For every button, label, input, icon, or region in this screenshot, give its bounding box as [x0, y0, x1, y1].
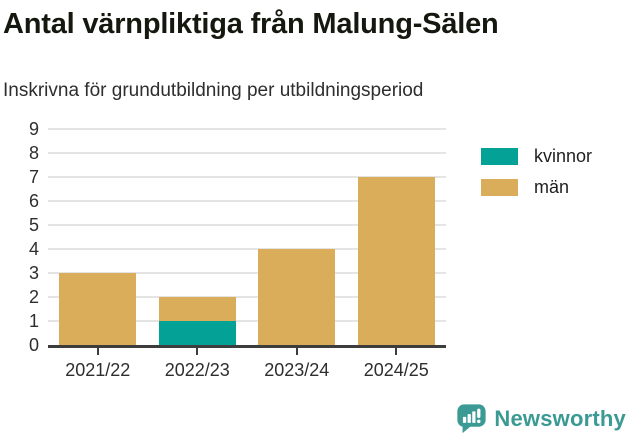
yaxis-tick-label: 6 [28, 191, 39, 212]
gridline-y9 [48, 128, 446, 130]
legend-item-kvinnor: kvinnor [481, 147, 592, 165]
bar-kvinnor [158, 321, 236, 345]
yaxis-tick-label: 3 [28, 263, 39, 284]
newsworthy-logo-icon [457, 404, 487, 434]
yaxis-tick-label: 2 [28, 287, 39, 307]
gridline-y6 [48, 200, 446, 203]
yaxis-tick-label: 7 [28, 167, 39, 187]
bar-män [357, 177, 435, 345]
yaxis-tick-label: 5 [28, 215, 39, 235]
gridline-y8 [48, 152, 446, 155]
brand-name: Newsworthy [494, 405, 626, 431]
bar-group-2024-25: 2024/25 [347, 129, 447, 380]
yaxis-tick-label: 0 [28, 335, 39, 355]
gridline-y5 [48, 224, 446, 226]
xaxis-tick [395, 348, 398, 355]
xaxis-tick [96, 348, 99, 355]
xaxis-tick-label: 2022/23 [164, 360, 230, 380]
xaxis-tick-label: 2021/22 [65, 360, 131, 380]
bar-män [59, 273, 137, 345]
chart-legend: kvinnor män [481, 147, 592, 196]
bar-män [258, 249, 336, 345]
gridline-y1 [48, 320, 446, 323]
brand-footer: Newsworthy [456, 403, 626, 434]
yaxis-tick-label: 9 [28, 119, 39, 139]
bar-män [158, 297, 236, 321]
bar-group-2022-23: 2022/23 [148, 129, 248, 380]
yaxis-tick-label: 4 [28, 239, 39, 259]
xaxis-tick-label: 2023/24 [264, 360, 330, 380]
legend-label: män [534, 177, 570, 197]
legend-item-män: män [481, 178, 592, 196]
xaxis-tick [295, 348, 298, 355]
xaxis-tick-label: 2024/25 [363, 360, 429, 380]
chart-title: Antal värnpliktiga från Malung-Sälen [3, 8, 499, 40]
chart-subtitle: Inskrivna för grundutbildning per utbild… [3, 80, 424, 101]
plot-area: 0 1 2 3 4 5 6 7 8 9 2021/22 2022/23 2023/24 2024/25 [29, 120, 447, 380]
gridline-y7 [48, 176, 446, 178]
gridline-y2 [48, 296, 446, 299]
yaxis-tick-label: 1 [28, 311, 39, 331]
yaxis-tick-label: 8 [28, 143, 39, 163]
legend-label: kvinnor [534, 146, 593, 166]
gridline-y4 [48, 248, 446, 251]
bar-group-2021-22: 2021/22 [48, 129, 148, 380]
legend-swatch-kvinnor [481, 147, 518, 165]
bar-group-2023-24: 2023/24 [247, 129, 347, 380]
legend-swatch-män [481, 178, 518, 196]
gridline-y3 [48, 272, 446, 275]
xaxis-tick [196, 348, 199, 355]
